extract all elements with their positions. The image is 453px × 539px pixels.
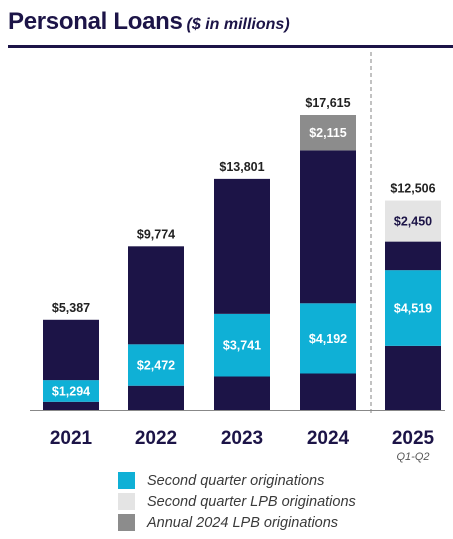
data-label: $3,741 [223,339,261,353]
total-label: $13,801 [219,160,264,174]
bar-segment-second-quarter [385,270,441,346]
legend-swatch-second-quarter [118,472,135,489]
data-label: $2,472 [137,359,175,373]
legend-item-second-quarter-lpb: Second quarter LPB originations [118,491,356,512]
bar-segment-lower [385,345,441,410]
x-tick-sublabel: Q1-Q2 [396,451,429,463]
legend-item-annual-2024-lpb: Annual 2024 LPB originations [118,512,356,533]
title-rule [8,45,453,48]
legend: Second quarter originations Second quart… [118,470,356,533]
bar-segment-second-quarter [128,344,184,386]
x-tick-label: 2021 [50,428,93,449]
x-tick-label: 2023 [221,428,263,449]
x-tick-label: 2022 [135,428,177,449]
bar-segment-upper [385,241,441,271]
total-label: $5,387 [52,301,90,315]
legend-swatch-annual-2024-lpb [118,514,135,531]
legend-label: Annual 2024 LPB originations [147,514,339,531]
total-label: $12,506 [390,182,435,196]
bar-segment-upper [43,319,99,381]
bar-segment-lower [128,385,184,410]
total-label: $17,615 [305,96,350,110]
chart-subtitle: ($ in millions) [186,16,290,33]
legend-item-second-quarter: Second quarter originations [118,470,356,491]
legend-label: Second quarter LPB originations [147,493,356,510]
x-tick-label: 2024 [307,428,350,449]
bar-segment-upper [300,150,356,304]
data-label: $4,192 [309,332,347,346]
bar-segment-lower [43,401,99,410]
legend-label: Second quarter originations [147,472,325,489]
bar-segment-lower [214,376,270,410]
bar-segment-second-quarter-lpb [385,200,441,242]
bar-segment-second-quarter [43,380,99,402]
x-tick-label: 2025 [392,428,435,449]
bar-segment-upper [128,246,184,345]
data-label: $2,115 [309,126,347,140]
bar-segment-second-quarter [214,313,270,377]
stacked-bar-chart: $1,294 $5,387 2021 $2,472 $9,774 2022 $3,741 $1… [30,52,445,463]
bar-segment-annual-2024-lpb [300,115,356,151]
legend-swatch-second-quarter-lpb [118,493,135,510]
chart-title-row: Personal Loans ($ in millions) [8,8,290,36]
data-label: $4,519 [394,302,432,316]
bar-segment-lower [300,373,356,410]
data-label: $1,294 [52,384,90,398]
data-label: $2,450 [394,215,432,229]
bar-segment-upper [214,178,270,314]
total-label: $9,774 [137,227,175,241]
bar-segment-second-quarter [300,303,356,374]
chart-title: Personal Loans [8,8,183,35]
